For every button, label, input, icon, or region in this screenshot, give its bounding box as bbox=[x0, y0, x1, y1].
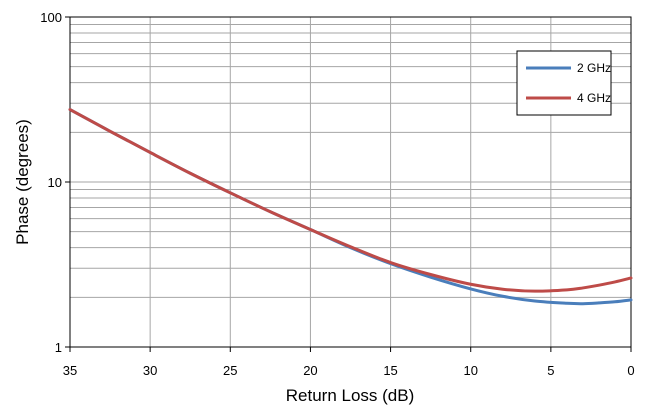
x-axis-label: Return Loss (dB) bbox=[286, 386, 415, 405]
x-tick-label: 35 bbox=[63, 363, 77, 378]
series-line-2ghz bbox=[68, 108, 633, 306]
x-tick-label: 10 bbox=[463, 363, 477, 378]
x-tick-label: 25 bbox=[223, 363, 237, 378]
x-tick-label: 20 bbox=[303, 363, 317, 378]
y-axis-label: Phase (degrees) bbox=[13, 119, 32, 245]
legend: 2 GHz 4 GHz bbox=[516, 50, 612, 116]
x-tick-label: 0 bbox=[627, 363, 634, 378]
x-tick-label: 15 bbox=[383, 363, 397, 378]
y-tick-label: 100 bbox=[40, 10, 62, 25]
series-line-4ghz bbox=[68, 108, 633, 293]
y-tick-label: 10 bbox=[48, 175, 62, 190]
legend-label-2ghz: 2 GHz bbox=[577, 61, 611, 75]
y-tick-labels: 1 10 100 bbox=[40, 10, 70, 355]
x-tick-labels: 35 30 25 20 15 10 5 0 bbox=[63, 347, 635, 378]
legend-label-4ghz: 4 GHz bbox=[577, 91, 611, 105]
legend-box bbox=[516, 50, 612, 116]
series-lines bbox=[68, 108, 633, 306]
y-tick-label: 1 bbox=[55, 340, 62, 355]
x-tick-label: 30 bbox=[143, 363, 157, 378]
x-tick-label: 5 bbox=[547, 363, 554, 378]
